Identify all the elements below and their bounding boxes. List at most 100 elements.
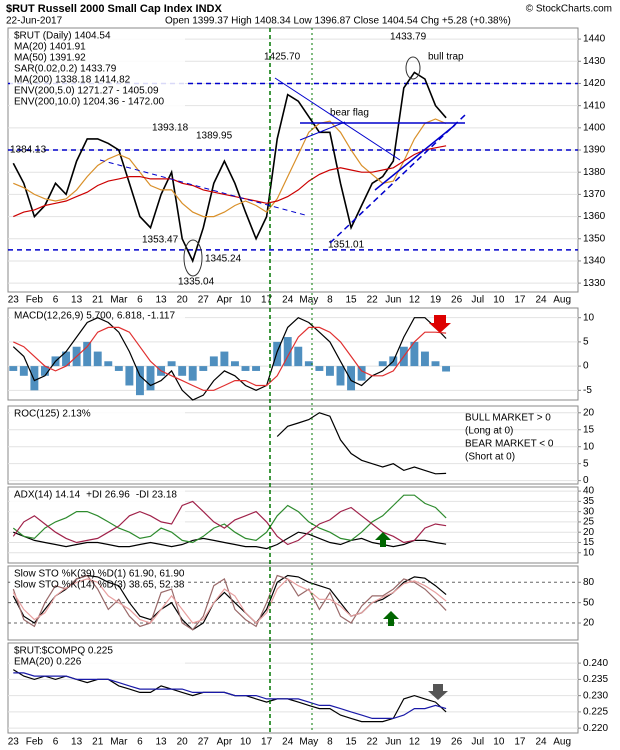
x-tick-label: 23 [8,295,20,306]
histogram-bar [420,351,429,367]
histogram-bar [378,361,387,367]
histogram-bar [347,366,356,391]
y-tick-label: 20 [583,527,595,538]
ohlc: Open 1399.37 High 1408.34 Low 1396.87 Cl… [165,16,511,27]
histogram-bar [304,361,313,367]
x-tick-label: 17 [261,737,273,748]
legend-note: SAR(0.02,0.2) 1433.79 [14,64,117,75]
x-tick-label: 22 [367,737,379,748]
y-tick-label: 20 [583,407,595,418]
note: BULL MARKET > 0 [465,413,551,424]
histogram-bar [104,361,113,367]
annotation: bear flag [330,108,369,119]
x-tick-label: 21 [92,295,104,306]
series-line [13,326,447,391]
histogram-bar [209,356,218,367]
x-tick-label: 10 [240,295,252,306]
trend-line [374,124,456,191]
y-tick-label: 1400 [583,122,606,133]
x-tick-label: Apr [217,737,233,748]
x-tick-label: Mar [110,295,128,306]
y-tick-label: 1350 [583,233,606,244]
y-tick-label: 50 [583,597,595,608]
histogram-bar [283,337,292,367]
histogram-bar [135,366,144,396]
series-line [12,574,447,631]
y-tick-label: 1360 [583,211,606,222]
x-tick-label: 15 [345,295,357,306]
legend-box [10,408,185,421]
plots: 1330134013501360137013801390140014101420… [7,27,608,748]
legend-box [10,310,185,323]
legend-entry: $RUT:$COMPQ 0.225 [14,646,113,657]
x-tick-label: Mar [110,737,128,748]
annotation: 1389.95 [196,131,233,142]
legend-box [10,645,185,669]
x-tick-label: 13 [71,737,83,748]
series-line [12,316,447,401]
y-tick-label: 1440 [583,34,606,45]
credit: © StockCharts.com [526,4,612,15]
x-tick-label: 24 [282,737,294,748]
highlight [405,56,421,80]
histogram-bar [62,351,71,367]
x-tick-label: 20 [177,295,189,306]
note: (Short at 0) [465,452,515,463]
annotation: bull trap [428,52,464,63]
y-tick-label: 1330 [583,278,606,289]
histogram-bar [230,361,239,367]
panel-frame [7,486,579,564]
x-tick-label: 6 [53,737,59,748]
arrow [375,532,391,547]
legend-entry: $RUT (Daily) 1404.54 [14,31,111,42]
histogram-bar [294,346,303,367]
y-tick-label: 5 [583,458,589,469]
histogram-bar [178,366,187,376]
y-tick-label: 0.225 [583,707,608,718]
histogram-bar [19,366,28,376]
histogram-bar [188,366,197,381]
legend-entry: EMA(20) 0.226 [14,657,82,668]
x-tick-label: Feb [26,295,44,306]
y-tick-label: 1420 [583,78,606,89]
histogram-bar [336,366,345,386]
x-tick-label: 13 [155,737,167,748]
annotation: 1353.47 [142,235,179,246]
y-tick-label: 0 [583,361,589,372]
highlight [183,239,203,277]
y-tick-label: 15 [583,537,595,548]
y-tick-label: 30 [583,506,595,517]
histogram-bar [93,351,102,367]
histogram-bar [431,361,440,367]
arrow [428,684,448,700]
y-tick-label: 35 [583,496,595,507]
legend-entry: MA(20) 1401.91 [14,42,86,53]
x-tick-label: Apr [217,295,233,306]
histogram-bar [325,366,334,376]
x-tick-label: 24 [535,737,547,748]
note: BEAR MARKET < 0 [465,439,554,450]
y-tick-label: 10 [583,547,595,558]
panel-title: MACD(12,26,9) 5.700, 6.818, -1.117 [14,311,175,322]
y-tick-label: 1390 [583,145,606,156]
series-line [13,531,447,550]
x-tick-label: 26 [451,737,463,748]
x-tick-label: 17 [514,295,526,306]
legend-entry: ADX(14) 14.14 [14,490,81,501]
x-tick-label: 13 [71,295,83,306]
histogram-bar [241,366,250,371]
x-tick-label: 12 [409,737,421,748]
panel-frame [7,27,579,293]
legend-entry: MA(50) 1391.92 [14,53,86,64]
histogram-bar [442,366,451,372]
histogram-bar [125,366,134,386]
series-line [12,500,447,546]
x-tick-label: 20 [177,737,189,748]
histogram-bar [357,366,366,381]
series-line [276,412,447,475]
legend-note: ENV(200,10.0) 1204.36 - 1472.00 [14,97,165,108]
series-line [12,71,447,264]
y-tick-label: 10 [583,312,595,323]
x-tick-label: 10 [493,737,505,748]
